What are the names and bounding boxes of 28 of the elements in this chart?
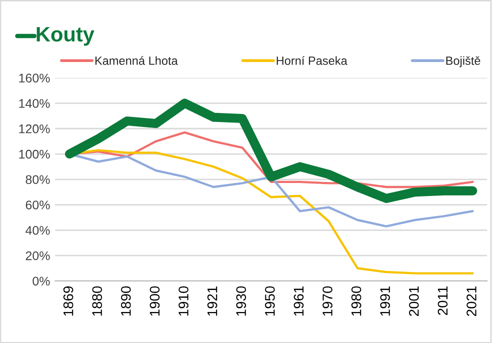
y-tick-label: 0% <box>32 276 50 286</box>
x-tick-label: 1910 <box>178 286 188 316</box>
legend-label: Kamenná Lhota <box>95 56 178 65</box>
y-tick-label: 140% <box>19 99 50 108</box>
x-tick-label: 1991 <box>380 286 390 316</box>
x-tick-label: 2011 <box>438 286 448 315</box>
y-tick-label: 40% <box>26 226 50 235</box>
legend-label: Horní Paseka <box>276 56 348 65</box>
legend-label: Kouty <box>36 27 94 46</box>
y-tick-label: 120% <box>19 124 50 134</box>
x-tick-label: 1950 <box>264 286 275 316</box>
x-tick-label: 1961 <box>294 286 304 316</box>
x-tick-label: 1869 <box>63 286 74 316</box>
y-tick-label: 100% <box>19 150 50 159</box>
x-tick-label: 1880 <box>92 286 102 316</box>
x-tick-label: 1900 <box>150 286 160 316</box>
x-tick-label: 1890 <box>120 286 131 316</box>
y-tick-label: 60% <box>26 200 50 210</box>
y-tick-label: 20% <box>26 251 50 260</box>
y-tick-label: 80% <box>26 175 50 184</box>
x-tick-label: 1930 <box>236 286 246 316</box>
x-tick-label: 2001 <box>408 286 419 316</box>
x-tick-label: 2021 <box>466 286 476 316</box>
x-tick-label: 1921 <box>207 286 218 316</box>
x-tick-label: 1980 <box>351 286 362 316</box>
legend-label: Bojiště <box>446 56 480 68</box>
x-tick-label: 1970 <box>322 286 332 316</box>
y-tick-label: 160% <box>19 74 50 83</box>
